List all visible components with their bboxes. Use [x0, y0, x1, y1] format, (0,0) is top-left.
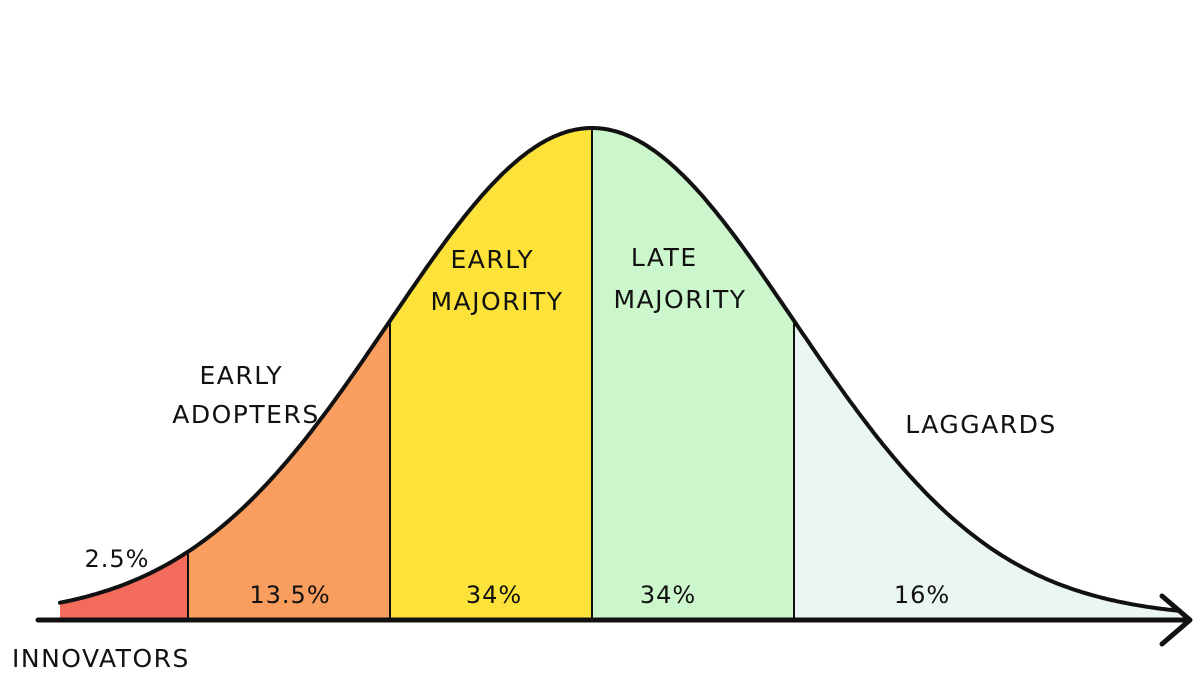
bell-curve-outline — [58, 126, 1182, 613]
early-majority-label-line-1: EARLY — [450, 245, 534, 274]
laggards-percent: 16% — [894, 581, 950, 609]
early-majority-region — [390, 128, 592, 618]
early-majority-percent: 34% — [466, 581, 522, 609]
early-adopters-label: EARLY ADOPTERS — [172, 361, 319, 429]
innovators-percent: 2.5% — [85, 545, 150, 573]
late-majority-percent: 34% — [640, 581, 696, 609]
early-majority-label-line-2: MAJORITY — [430, 287, 563, 316]
late-majority-label: LATE MAJORITY — [613, 243, 746, 314]
early-adopters-label-line-1: EARLY — [199, 361, 283, 390]
axis-arrow-icon — [1159, 593, 1193, 647]
early-adopters-percent: 13.5% — [249, 581, 330, 609]
laggards-region — [794, 320, 1180, 618]
late-majority-label-line-1: LATE — [631, 243, 698, 272]
laggards-label: LAGGARDS — [905, 410, 1057, 439]
late-majority-region — [592, 128, 794, 618]
early-adopters-label-line-2: ADOPTERS — [172, 400, 319, 429]
late-majority-label-line-2: MAJORITY — [613, 285, 746, 314]
early-majority-label: EARLY MAJORITY — [430, 245, 563, 316]
innovators-label: INNOVATORS — [12, 644, 190, 673]
